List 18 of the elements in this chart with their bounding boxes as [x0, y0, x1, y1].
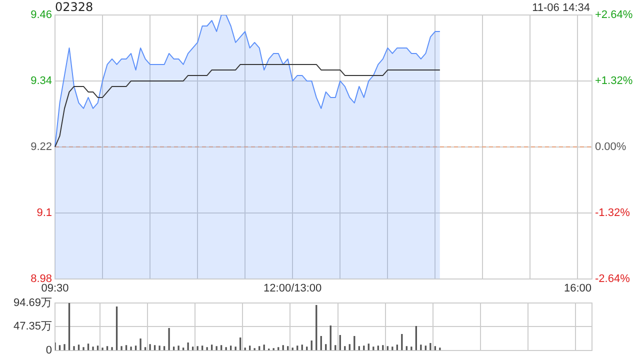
- chart-title: 02328: [55, 0, 94, 14]
- y2-tick-label: -1.32%: [595, 206, 630, 219]
- y-tick-label: 9.22: [30, 140, 52, 153]
- y2-tick-label: 0.00%: [595, 140, 626, 153]
- y-tick-label: 94.69万: [13, 297, 52, 310]
- y-tick-label: 9.34: [30, 74, 52, 87]
- y-tick-label: 9.1: [36, 206, 52, 219]
- y2-tick-label: +2.64%: [595, 9, 633, 22]
- y2-tick-label: -2.64%: [595, 272, 630, 285]
- text: 11-06 14:34: [532, 2, 590, 14]
- y-tick-label: 9.46: [30, 9, 52, 22]
- y2-tick-label: +1.32%: [595, 74, 633, 87]
- y-tick-label: 0: [46, 344, 52, 356]
- x-tick-label: 16:00: [564, 282, 592, 294]
- x-tick-label: 09:30: [41, 282, 69, 294]
- y-tick-label: 47.35万: [13, 320, 52, 333]
- y-tick-label: 8.98: [30, 272, 52, 285]
- x-tick-label: 12:00/13:00: [264, 282, 322, 294]
